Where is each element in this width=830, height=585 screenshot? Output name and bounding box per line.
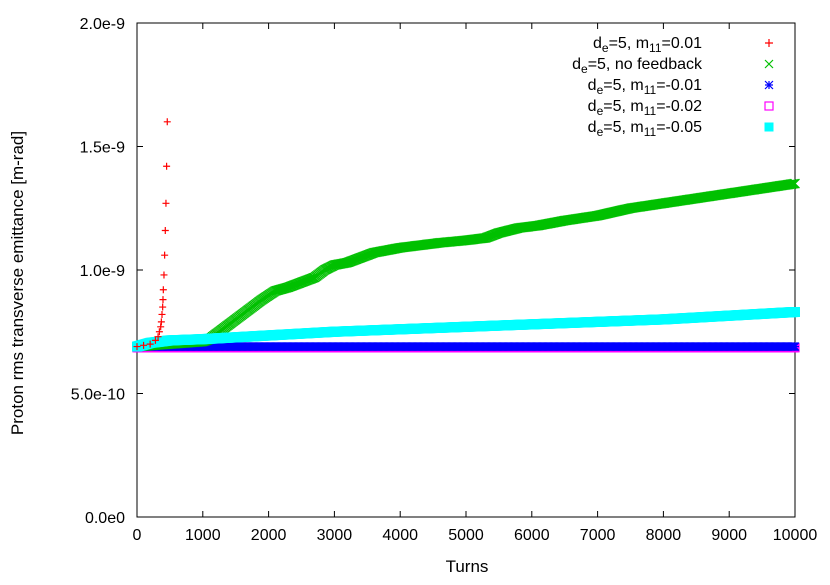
legend-text: d bbox=[572, 56, 581, 73]
x-tick-label: 10000 bbox=[773, 527, 818, 544]
x-tick-label: 7000 bbox=[580, 527, 616, 544]
data-marker bbox=[156, 328, 163, 335]
x-tick-label: 5000 bbox=[448, 527, 484, 544]
x-tick-label: 9000 bbox=[711, 527, 747, 544]
y-tick-label: 0.0e0 bbox=[85, 510, 125, 527]
data-marker bbox=[164, 118, 171, 125]
legend-marker bbox=[765, 102, 773, 110]
legend-label: de​=5, no feedback bbox=[572, 56, 703, 76]
legend-marker bbox=[765, 60, 773, 68]
x-axis-label: Turns bbox=[446, 557, 489, 576]
y-tick-label: 1.0e-9 bbox=[80, 263, 125, 280]
data-marker bbox=[158, 318, 165, 325]
legend-text: =-0.01 bbox=[656, 77, 702, 94]
legend-marker bbox=[765, 39, 773, 47]
data-marker bbox=[162, 200, 169, 207]
data-marker bbox=[159, 304, 166, 311]
trace-marker bbox=[791, 307, 800, 316]
legend-text: =5, no feedback bbox=[588, 56, 703, 73]
legend-subscript: 11 bbox=[644, 104, 657, 118]
data-marker bbox=[162, 227, 169, 234]
legend-label: de​=5, m11​=-0.05 bbox=[588, 119, 702, 139]
legend-text: d bbox=[588, 98, 597, 115]
legend-text: =0.01 bbox=[662, 35, 703, 52]
legend-entry: de​=5, m11​=-0.01 bbox=[588, 77, 773, 97]
legend-subscript: 11 bbox=[644, 125, 657, 139]
y-tick-label: 2.0e-9 bbox=[80, 16, 125, 33]
x-tick-label: 0 bbox=[133, 527, 142, 544]
data-marker bbox=[159, 296, 166, 303]
data-marker bbox=[161, 252, 168, 259]
x-tick-label: 6000 bbox=[514, 527, 550, 544]
legend-text: =5, m bbox=[609, 35, 649, 52]
legend-text: =5, m bbox=[603, 98, 643, 115]
data-series bbox=[133, 118, 800, 352]
trace-marker bbox=[791, 343, 799, 351]
y-tick-label: 1.5e-9 bbox=[80, 140, 125, 157]
legend-label: de​=5, m11​=0.01 bbox=[593, 35, 702, 55]
legend-entry: de​=5, m11​=-0.05 bbox=[588, 119, 773, 139]
tick-labels: 0 1000 2000 3000 4000 5000 6000 7000 8000 9000 100… bbox=[71, 16, 818, 544]
legend-text: =-0.05 bbox=[656, 119, 702, 136]
legend-text: =5, m bbox=[603, 119, 643, 136]
x-tick-label: 3000 bbox=[317, 527, 353, 544]
x-tick-label: 1000 bbox=[185, 527, 221, 544]
legend-marker bbox=[765, 123, 773, 131]
y-tick-label: 5.0e-10 bbox=[71, 387, 125, 404]
x-tick-label: 4000 bbox=[382, 527, 418, 544]
series-3 bbox=[133, 343, 799, 351]
legend-text: d bbox=[588, 119, 597, 136]
x-tick-label: 8000 bbox=[646, 527, 682, 544]
x-tick-label: 2000 bbox=[251, 527, 287, 544]
legend-text: d bbox=[588, 77, 597, 94]
legend-text: =5, m bbox=[603, 77, 643, 94]
data-marker bbox=[160, 286, 167, 293]
legend-marker bbox=[765, 81, 773, 89]
legend-entry: de​=5, m11​=-0.02 bbox=[588, 98, 773, 118]
legend-subscript: 11 bbox=[649, 41, 662, 55]
data-marker bbox=[157, 323, 164, 330]
data-marker bbox=[159, 311, 166, 318]
legend-subscript: 11 bbox=[644, 83, 657, 97]
legend-entry: de​=5, no feedback bbox=[572, 56, 773, 76]
legend-label: de​=5, m11​=-0.02 bbox=[588, 98, 702, 118]
data-marker bbox=[160, 271, 167, 278]
legend-text: =-0.02 bbox=[656, 98, 702, 115]
legend-label: de​=5, m11​=-0.01 bbox=[588, 77, 702, 97]
legend-entry: de​=5, m11​=0.01 bbox=[593, 35, 773, 55]
series-1 bbox=[134, 118, 171, 350]
legend-text: d bbox=[593, 35, 602, 52]
y-axis-label: Proton rms transverse emittance [m-rad] bbox=[8, 131, 27, 435]
data-marker bbox=[163, 163, 170, 170]
